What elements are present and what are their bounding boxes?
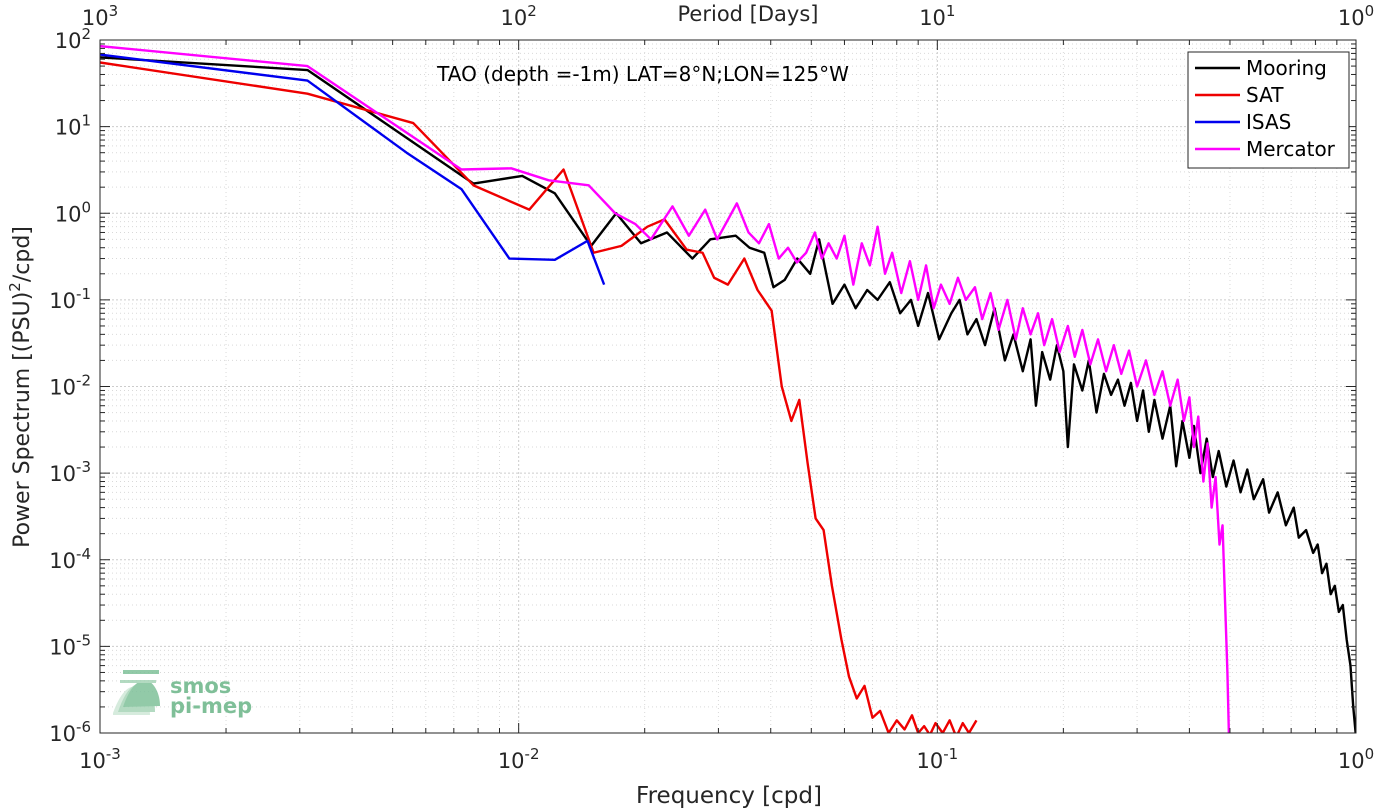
axis-ticks xyxy=(99,39,1357,734)
series-line-mercator xyxy=(100,44,1231,733)
top-x-tick-label: 102 xyxy=(501,2,537,30)
legend: Mooring SAT ISAS Mercator xyxy=(1187,51,1350,169)
series-line-isas xyxy=(100,53,606,286)
y-tick-label-base: 10 xyxy=(49,549,76,573)
y-tick-label-exponent: -3 xyxy=(76,458,91,476)
y-axis-label-tail: /cpd] xyxy=(10,226,35,282)
watermark-line-1: smos xyxy=(170,674,231,698)
y-tick-label-base: 10 xyxy=(49,462,76,486)
top-x-tick-label-base: 10 xyxy=(919,6,946,30)
y-tick-label: 10-1 xyxy=(49,285,91,313)
y-tick-label: 10-3 xyxy=(49,458,91,486)
legend-label-mercator: Mercator xyxy=(1246,137,1336,161)
top-x-tick-label: 103 xyxy=(82,2,118,30)
top-x-tick-label-exponent: 0 xyxy=(1365,2,1375,20)
top-x-tick-label-base: 10 xyxy=(501,6,528,30)
y-tick-label-exponent: 2 xyxy=(81,25,91,43)
y-tick-label-base: 10 xyxy=(49,722,76,746)
x-tick-label-exponent: 0 xyxy=(1365,745,1375,763)
top-x-tick-label-exponent: 1 xyxy=(946,2,956,20)
y-tick-label: 10-4 xyxy=(49,545,91,573)
legend-label-mooring: Mooring xyxy=(1246,56,1327,80)
watermark-logo: smos pi-mep xyxy=(113,670,252,718)
legend-label-isas: ISAS xyxy=(1246,110,1291,134)
y-tick-label: 100 xyxy=(55,198,91,226)
top-x-tick-label: 100 xyxy=(1338,2,1374,30)
x-tick-label: 10-1 xyxy=(916,745,958,773)
series-lines xyxy=(100,44,1356,733)
y-tick-label: 10-6 xyxy=(49,718,91,746)
y-tick-label-exponent: 1 xyxy=(81,112,91,130)
series-line-sat xyxy=(100,61,978,733)
y-tick-label: 10-2 xyxy=(49,372,91,400)
y-axis-label: Power Spectrum [(PSU)2/cpd] xyxy=(6,226,35,548)
legend-label-sat: SAT xyxy=(1246,83,1284,107)
top-x-tick-label-exponent: 3 xyxy=(109,2,119,20)
y-tick-label-exponent: -4 xyxy=(76,545,91,563)
top-x-tick-label-base: 10 xyxy=(1338,6,1365,30)
y-axis-label-superscript: 2 xyxy=(6,282,24,292)
x-axis-label: Frequency [cpd] xyxy=(636,783,822,809)
y-tick-label-base: 10 xyxy=(49,289,76,313)
x-tick-label: 10-2 xyxy=(498,745,540,773)
y-tick-label-exponent: -1 xyxy=(76,285,91,303)
x-tick-label-exponent: -2 xyxy=(525,745,540,763)
top-x-tick-label: 101 xyxy=(919,2,955,30)
x-tick-label-exponent: -3 xyxy=(106,745,121,763)
watermark-line-2: pi-mep xyxy=(170,694,252,718)
y-tick-label-base: 10 xyxy=(55,202,82,226)
x-tick-label-base: 10 xyxy=(79,749,106,773)
y-tick-label-exponent: 0 xyxy=(81,198,91,216)
y-tick-label-base: 10 xyxy=(55,116,82,140)
x-tick-label: 100 xyxy=(1338,745,1374,773)
x-tick-label-base: 10 xyxy=(1338,749,1365,773)
y-tick-label-base: 10 xyxy=(49,635,76,659)
top-x-axis-label: Period [Days] xyxy=(678,2,819,26)
y-tick-label: 10-5 xyxy=(49,631,91,659)
x-tick-label-base: 10 xyxy=(498,749,525,773)
top-x-tick-label-exponent: 2 xyxy=(527,2,537,20)
series-line-mooring xyxy=(100,56,1356,733)
y-tick-label: 102 xyxy=(55,25,91,53)
y-tick-label-exponent: -2 xyxy=(76,372,91,390)
y-tick-label-exponent: -6 xyxy=(76,718,91,736)
x-tick-label-base: 10 xyxy=(916,749,943,773)
x-tick-label: 10-3 xyxy=(79,745,121,773)
y-tick-label-base: 10 xyxy=(55,29,82,53)
smos-logo-icon xyxy=(113,670,160,715)
y-tick-label-base: 10 xyxy=(49,376,76,400)
y-tick-label-exponent: -5 xyxy=(76,631,91,649)
y-tick-label: 101 xyxy=(55,112,91,140)
x-tick-label-exponent: -1 xyxy=(943,745,958,763)
y-axis-label-main: Power Spectrum [(PSU) xyxy=(10,292,35,548)
chart-title: TAO (depth =-1m) LAT=8°N;LON=125°W xyxy=(436,62,849,86)
top-x-tick-label-base: 10 xyxy=(82,6,109,30)
